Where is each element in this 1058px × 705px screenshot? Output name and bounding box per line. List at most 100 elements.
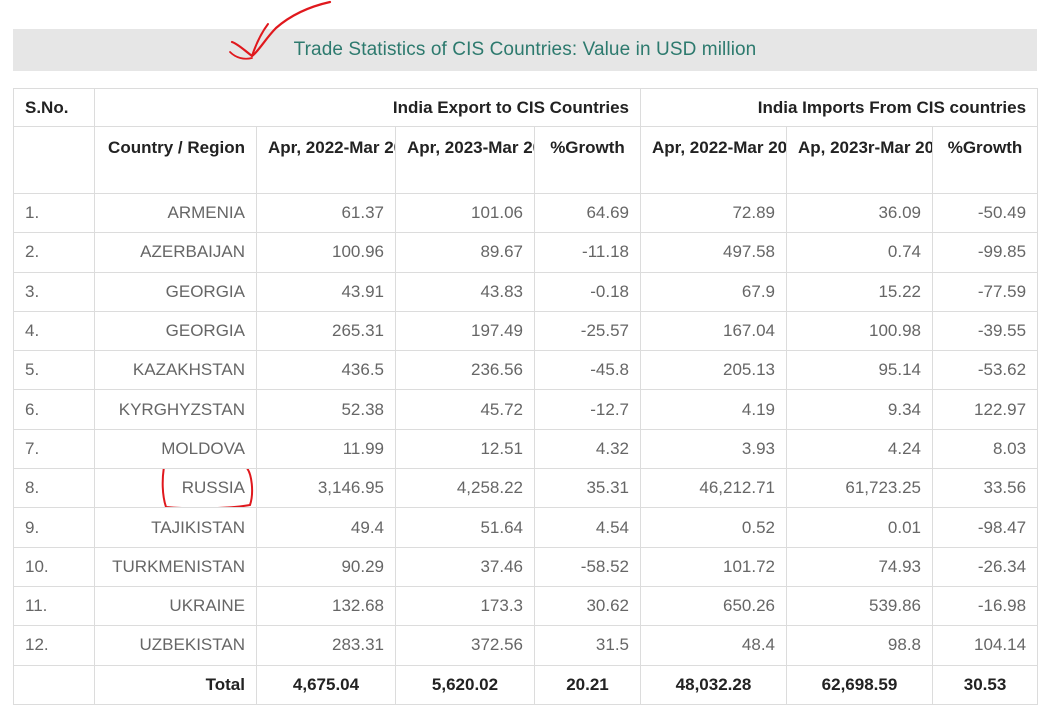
header-empty-cell [13,126,95,194]
cell-sno: 6. [13,389,95,430]
cell-export-growth: 30.62 [534,585,641,627]
cell-export-prev: 49.4 [256,507,396,548]
cell-import-growth: -77.59 [931,271,1039,312]
header-row-groups: S.No. India Export to CIS Countries Indi… [13,88,1039,127]
cell-sno: 8. [13,468,95,509]
total-row: Total 4,675.04 5,620.02 20.21 48,032.28 … [13,664,1039,705]
cell-sno: 7. [13,428,95,470]
cell-export-growth: -12.7 [534,389,641,430]
cell-export-curr: 236.56 [395,350,535,391]
cell-sno: 5. [13,350,95,391]
total-import-curr: 62,698.59 [786,664,933,705]
cell-export-curr: 45.72 [395,389,535,430]
total-import-prev: 48,032.28 [640,664,787,705]
cell-export-curr: 12.51 [395,428,535,470]
cell-import-curr: 95.14 [786,350,933,391]
cell-export-growth: 31.5 [534,625,641,666]
cell-export-prev: 265.31 [256,310,396,352]
header-row-columns: Country / Region Apr, 2022-Mar 2023 Apr,… [13,126,1039,194]
cell-sno: 10. [13,546,95,587]
cell-export-prev: 100.96 [256,232,396,273]
highlighted-country: RUSSIA [161,469,253,507]
header-import-prev: Apr, 2022-Mar 2023 [640,126,787,194]
cell-sno: 12. [13,625,95,666]
cell-country: MOLDOVA [94,428,257,470]
cell-import-growth: 104.14 [931,625,1039,666]
cell-import-curr: 36.09 [786,192,933,234]
cell-export-curr: 101.06 [395,192,535,234]
cell-export-growth: 64.69 [534,192,641,234]
table-row-highlighted: 8. RUSSIA 3,146.95 4,258.22 35.31 46,212… [13,468,1039,509]
cell-country: UZBEKISTAN [94,625,257,666]
cell-export-prev: 61.37 [256,192,396,234]
cell-import-prev: 67.9 [640,271,787,312]
header-import-curr: Ap, 2023r-Mar 2024 [786,126,933,194]
trade-statistics-table: S.No. India Export to CIS Countries Indi… [13,88,1039,705]
cell-import-prev: 650.26 [640,585,787,627]
cell-import-prev: 497.58 [640,232,787,273]
table-row: 11. UKRAINE 132.68 173.3 30.62 650.26 53… [13,585,1039,627]
cell-export-prev: 3,146.95 [256,468,396,509]
header-export-prev: Apr, 2022-Mar 2023 [256,126,396,194]
cell-sno: 3. [13,271,95,312]
cell-import-prev: 101.72 [640,546,787,587]
total-export-growth: 20.21 [534,664,641,705]
cell-export-curr: 372.56 [395,625,535,666]
cell-import-curr: 0.01 [786,507,933,548]
cell-sno: 11. [13,585,95,627]
cell-export-curr: 37.46 [395,546,535,587]
header-import-group: India Imports From CIS countries [639,88,1039,127]
cell-export-curr: 43.83 [395,271,535,312]
cell-export-prev: 132.68 [256,585,396,627]
cell-import-curr: 15.22 [786,271,933,312]
cell-export-prev: 90.29 [256,546,396,587]
header-export-group: India Export to CIS Countries [94,88,641,127]
cell-import-prev: 205.13 [640,350,787,391]
cell-country: UKRAINE [94,585,257,627]
header-export-growth: %Growth [534,126,641,194]
cell-country: AZERBAIJAN [94,232,257,273]
cell-export-curr: 173.3 [395,585,535,627]
cell-import-growth: -98.47 [931,507,1039,548]
cell-export-growth: 4.54 [534,507,641,548]
cell-country: GEORGIA [94,271,257,312]
table-title-bar: Trade Statistics of CIS Countries: Value… [13,29,1037,71]
table-row: 6. KYRGHYZSTAN 52.38 45.72 -12.7 4.19 9.… [13,389,1039,430]
table-row: 5. KAZAKHSTAN 436.5 236.56 -45.8 205.13 … [13,350,1039,391]
table-row: 4. GEORGIA 265.31 197.49 -25.57 167.04 1… [13,310,1039,352]
cell-country: ARMENIA [94,192,257,234]
cell-export-growth: -0.18 [534,271,641,312]
header-sno: S.No. [13,88,95,127]
cell-country: KYRGHYZSTAN [94,389,257,430]
cell-import-curr: 539.86 [786,585,933,627]
cell-country: TURKMENISTAN [94,546,257,587]
cell-import-growth: -50.49 [931,192,1039,234]
cell-import-prev: 48.4 [640,625,787,666]
cell-import-curr: 0.74 [786,232,933,273]
cell-import-prev: 0.52 [640,507,787,548]
cell-import-curr: 61,723.25 [786,468,933,509]
cell-sno: 9. [13,507,95,548]
table-row: 1. ARMENIA 61.37 101.06 64.69 72.89 36.0… [13,192,1039,234]
cell-export-prev: 52.38 [256,389,396,430]
cell-import-prev: 3.93 [640,428,787,470]
cell-import-growth: -16.98 [931,585,1039,627]
table-row: 7. MOLDOVA 11.99 12.51 4.32 3.93 4.24 8.… [13,428,1039,470]
cell-import-curr: 74.93 [786,546,933,587]
total-empty-cell [13,664,95,705]
cell-sno: 1. [13,192,95,234]
table-row: 10. TURKMENISTAN 90.29 37.46 -58.52 101.… [13,546,1039,587]
cell-export-curr: 89.67 [395,232,535,273]
header-import-growth: %Growth [931,126,1039,194]
cell-import-growth: -26.34 [931,546,1039,587]
cell-import-growth: -39.55 [931,310,1039,352]
cell-export-prev: 436.5 [256,350,396,391]
cell-import-growth: 8.03 [931,428,1039,470]
table-row: 3. GEORGIA 43.91 43.83 -0.18 67.9 15.22 … [13,271,1039,312]
cell-import-curr: 98.8 [786,625,933,666]
cell-import-curr: 4.24 [786,428,933,470]
cell-export-growth: 35.31 [534,468,641,509]
header-export-curr: Apr, 2023-Mar 2024 [395,126,535,194]
table-row: 9. TAJIKISTAN 49.4 51.64 4.54 0.52 0.01 … [13,507,1039,548]
cell-export-curr: 4,258.22 [395,468,535,509]
